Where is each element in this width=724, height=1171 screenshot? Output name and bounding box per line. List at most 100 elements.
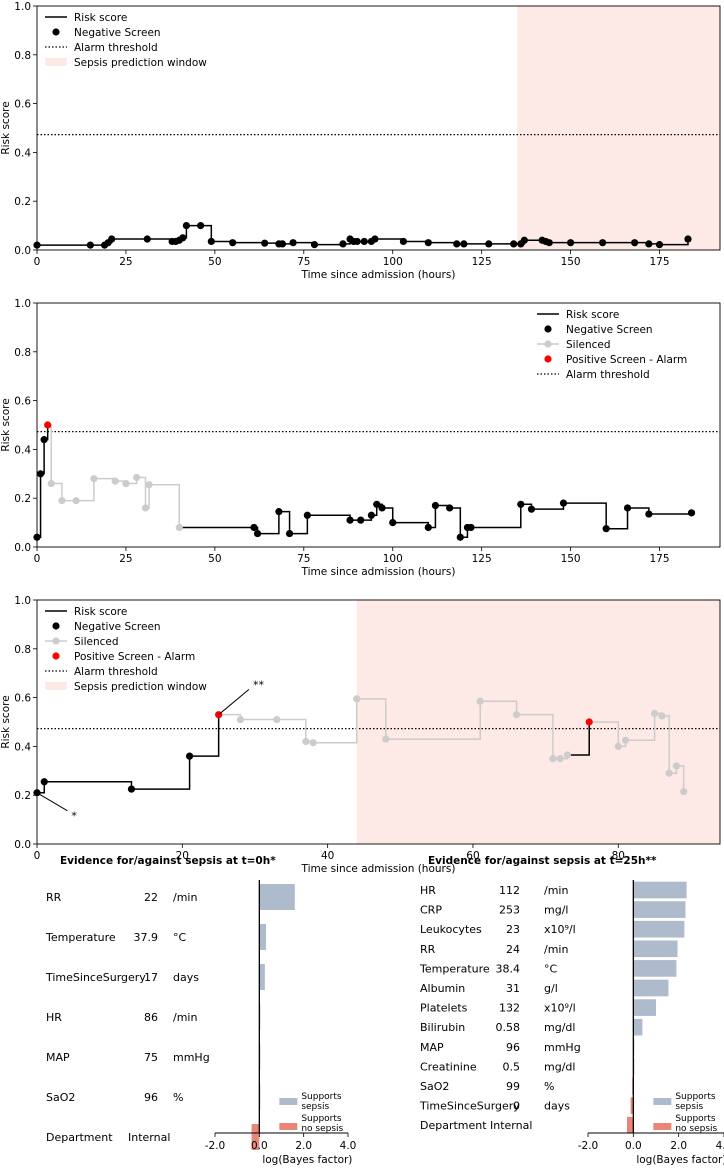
axes-frame	[36, 599, 721, 845]
supports-sepsis-bar	[633, 940, 678, 958]
legend-negative-swatch	[544, 325, 552, 333]
supports-sepsis-bar	[633, 979, 669, 997]
x-tick-label: 0	[34, 850, 41, 862]
supports-sepsis-bar	[259, 964, 265, 990]
legend-label: Supports	[301, 1114, 342, 1124]
negative-screen-point	[86, 241, 94, 249]
risk-score-segment	[356, 698, 387, 740]
y-tick-label: 0.2	[14, 196, 31, 208]
supports-no-sepsis-bar	[251, 1124, 260, 1150]
silenced-screen-point	[672, 762, 681, 770]
negative-screen-point	[353, 237, 361, 246]
feature-value: Internal	[128, 1131, 170, 1144]
x-tick-label: 175	[650, 256, 670, 268]
supports-no-sepsis-bar	[630, 1097, 634, 1114]
evidence-panel-2: Evidence for/against sepsis at t=25h** HR…	[419, 855, 724, 1166]
y-tick-label: 0.4	[14, 444, 31, 456]
risk-score-segment	[480, 700, 518, 715]
silenced-screen-point	[680, 787, 688, 796]
evidence-title: Evidence for/against sepsis at t=25h**	[428, 855, 657, 867]
x-tick-label: 0	[34, 553, 41, 565]
negative-screen-point	[399, 237, 408, 246]
negative-screen-point	[566, 239, 575, 247]
feature-unit: g/l	[544, 982, 558, 995]
silenced-screen-point	[382, 735, 390, 743]
x-tick-label: -2.0	[578, 1140, 599, 1152]
feature-unit: days	[544, 1100, 570, 1113]
feature-name: RR	[420, 943, 436, 956]
feature-unit: days	[173, 971, 199, 984]
risk-score-segment	[313, 698, 358, 744]
negative-screen-point	[424, 523, 432, 532]
risk-score-segment	[76, 478, 95, 502]
negative-screen-point	[346, 516, 354, 524]
positive-screen-point	[44, 421, 52, 429]
negative-screen-point	[645, 240, 653, 248]
feature-name: MAP	[420, 1041, 444, 1054]
feature-name: RR	[46, 891, 62, 904]
risk-score-segment	[385, 701, 481, 740]
negative-screen-point	[207, 237, 215, 246]
annotation-arrow	[36, 792, 68, 812]
feature-value: 132	[499, 1002, 520, 1015]
negative-screen-point	[360, 237, 368, 246]
y-tick-label: 0.8	[14, 347, 31, 359]
legend-supports-sepsis-swatch	[653, 1098, 672, 1105]
feature-value: 96	[144, 1091, 158, 1104]
x-tick-label: 2.0	[670, 1140, 687, 1152]
negative-screen-point	[36, 470, 45, 478]
legend-label: Negative Screen	[566, 324, 653, 336]
feature-name: Department	[420, 1119, 487, 1132]
legend-label: Supports	[675, 1092, 716, 1102]
legend: Risk score Negative Screen Silenced Positiv…	[537, 309, 687, 381]
axes-frame	[36, 5, 721, 251]
supports-no-sepsis-bar	[626, 1116, 634, 1134]
negative-screen-point	[229, 239, 237, 247]
feature-value: 0.58	[496, 1021, 521, 1034]
feature-name: Platelets	[420, 1002, 468, 1015]
x-tick-label: 150	[561, 553, 581, 565]
feature-unit: x10⁹/l	[544, 1002, 576, 1015]
silenced-screen-point	[512, 711, 521, 719]
feature-value: 0.5	[503, 1060, 521, 1073]
negative-screen-point	[357, 516, 365, 524]
feature-value: 17	[144, 971, 158, 984]
risk-score-segment	[289, 515, 309, 535]
feature-unit: °C	[173, 931, 187, 944]
x-axis-label: Time since admission (hours)	[301, 566, 456, 578]
negative-screen-point	[446, 504, 454, 512]
feature-name: Creatinine	[420, 1060, 477, 1073]
feature-unit: °C	[544, 962, 558, 975]
silenced-screen-point	[665, 769, 673, 777]
feature-unit: %	[544, 1080, 554, 1093]
x-tick-label: 60	[466, 850, 479, 862]
negative-screen-point	[655, 241, 664, 249]
y-tick-label: 0.4	[14, 741, 31, 753]
negative-screen-point	[278, 240, 287, 248]
legend-label: Supports	[301, 1092, 342, 1102]
x-tick-label: 4.0	[340, 1140, 357, 1152]
feature-unit: mmHg	[544, 1041, 581, 1054]
negative-screen-point	[367, 511, 375, 519]
legend-label: Silenced	[566, 339, 611, 351]
feature-name: Bilirubin	[420, 1021, 465, 1034]
x-axis-label: log(Bayes factor)	[262, 1154, 352, 1166]
silenced-screen-point	[90, 475, 98, 483]
legend-window-swatch	[45, 682, 67, 690]
negative-screen-point	[339, 240, 347, 248]
negative-screen-point	[424, 239, 432, 247]
risk-score-segment	[307, 514, 351, 521]
y-tick-label: 1.0	[14, 1, 31, 13]
feature-unit: /min	[544, 884, 568, 897]
silenced-screen-point	[563, 751, 572, 759]
x-tick-label: 0	[34, 256, 41, 268]
x-tick-label: 80	[612, 850, 625, 862]
legend-label: Negative Screen	[74, 621, 161, 633]
silenced-screen-point	[111, 477, 119, 485]
legend-label: Alarm threshold	[74, 666, 158, 678]
silenced-screen-point	[309, 739, 317, 747]
negative-screen-point	[371, 235, 379, 243]
silenced-screen-point	[145, 481, 153, 489]
silenced-screen-point	[72, 497, 80, 505]
